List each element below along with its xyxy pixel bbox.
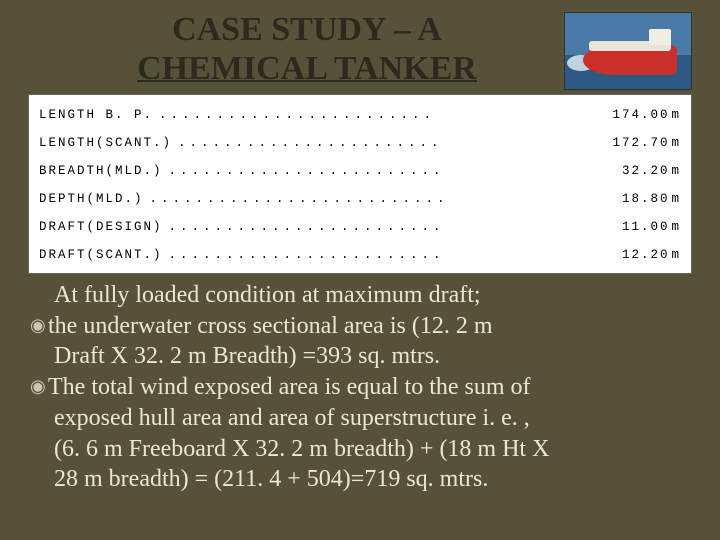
spec-label: DRAFT(DESIGN)	[39, 220, 163, 234]
bullet-2: The total wind exposed area is equal to …	[30, 372, 690, 403]
spec-dots: ..........................	[144, 192, 610, 206]
spec-label: DEPTH(MLD.)	[39, 192, 144, 206]
bullet-1-text-1: the underwater cross sectional area is (…	[48, 313, 493, 339]
ship-bridge	[649, 29, 671, 45]
slide-title: CASE STUDY – A CHEMICAL TANKER	[28, 10, 556, 88]
spec-dots: ........................	[153, 108, 609, 122]
bullet-1: the underwater cross sectional area is (…	[30, 311, 690, 342]
spec-value: 12.20	[609, 248, 669, 262]
bullet-2-text-4: 28 m breadth) = (211. 4 + 504)=719 sq. m…	[30, 464, 690, 495]
spec-unit: m	[669, 192, 681, 206]
spec-unit: m	[669, 220, 681, 234]
spec-unit: m	[669, 108, 681, 122]
spec-row: LENGTH B. P. ........................ 17…	[39, 101, 681, 129]
spec-dots: ........................	[163, 248, 610, 262]
bullet-icon	[30, 314, 48, 337]
title-row: CASE STUDY – A CHEMICAL TANKER	[28, 10, 692, 90]
specs-table: LENGTH B. P. ........................ 17…	[28, 94, 692, 274]
tanker-image	[564, 12, 692, 90]
spec-value: 18.80	[609, 192, 669, 206]
spec-row: LENGTH(SCANT.) ....................... 1…	[39, 129, 681, 157]
bullet-2-text-2: exposed hull area and area of superstruc…	[30, 403, 690, 434]
slide: CASE STUDY – A CHEMICAL TANKER LENGTH B.…	[0, 0, 720, 540]
title-line-1: CASE STUDY – A	[172, 11, 442, 48]
spec-unit: m	[669, 136, 681, 150]
spec-dots: ........................	[163, 220, 610, 234]
spec-label: LENGTH(SCANT.)	[39, 136, 172, 150]
spec-value: 174.00	[609, 108, 669, 122]
intro-line: At fully loaded condition at maximum dra…	[30, 280, 690, 311]
spec-value: 32.20	[609, 164, 669, 178]
spec-row: DRAFT(SCANT.) ........................ 1…	[39, 241, 681, 269]
bullet-1-text-2: Draft X 32. 2 m Breadth) =393 sq. mtrs.	[30, 341, 690, 372]
spec-unit: m	[669, 248, 681, 262]
body-text: At fully loaded condition at maximum dra…	[28, 280, 692, 495]
spec-dots: ........................	[163, 164, 610, 178]
bullet-icon	[30, 375, 48, 398]
bullet-2-text-3: (6. 6 m Freeboard X 32. 2 m breadth) + (…	[30, 434, 690, 465]
spec-dots: .......................	[172, 136, 609, 150]
bullet-2-text-1: The total wind exposed area is equal to …	[48, 374, 531, 400]
title-line-2: CHEMICAL TANKER	[137, 50, 477, 87]
spec-label: BREADTH(MLD.)	[39, 164, 163, 178]
spec-value: 172.70	[609, 136, 669, 150]
spec-value: 11.00	[609, 220, 669, 234]
spec-unit: m	[669, 164, 681, 178]
spec-row: DRAFT(DESIGN) ........................ 1…	[39, 213, 681, 241]
spec-row: BREADTH(MLD.) ........................ 3…	[39, 157, 681, 185]
spec-row: DEPTH(MLD.) .......................... 1…	[39, 185, 681, 213]
spec-label: DRAFT(SCANT.)	[39, 248, 163, 262]
spec-label: LENGTH B. P.	[39, 108, 153, 122]
